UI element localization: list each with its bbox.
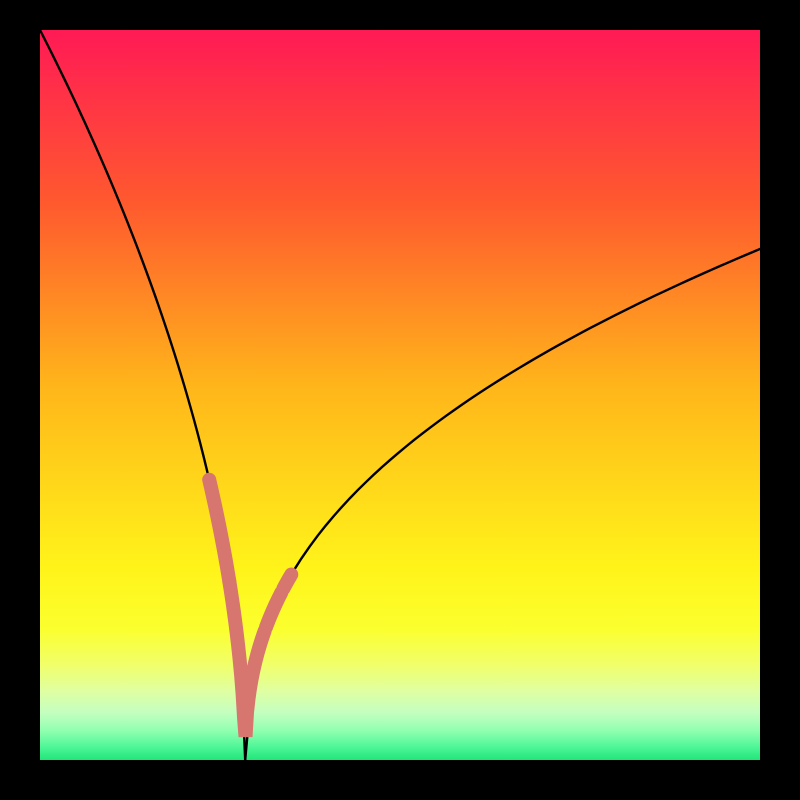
highlight-segment-3 [283,575,291,589]
plot-background [40,30,760,760]
bottleneck-chart [0,0,800,800]
outer-frame: TheBottleneck.com [0,0,800,800]
